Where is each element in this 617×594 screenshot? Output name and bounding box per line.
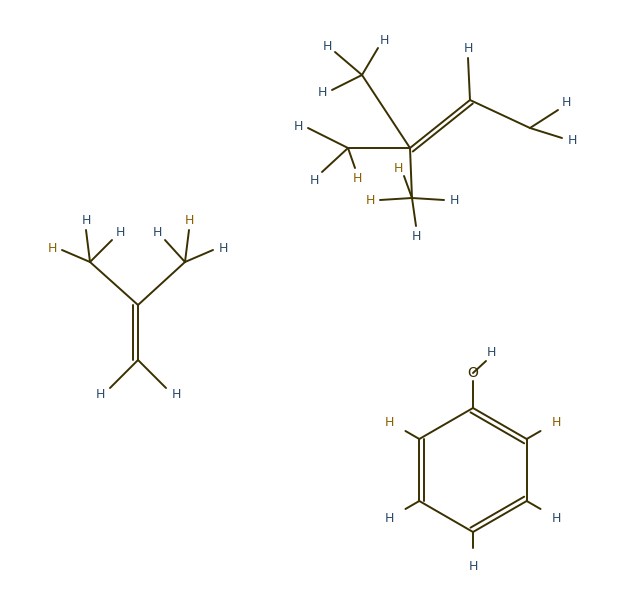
Text: H: H: [552, 511, 561, 525]
Text: H: H: [463, 42, 473, 55]
Text: H: H: [172, 387, 181, 400]
Text: H: H: [385, 415, 394, 428]
Text: H: H: [184, 213, 194, 226]
Text: H: H: [309, 173, 319, 187]
Text: H: H: [95, 387, 105, 400]
Text: H: H: [486, 346, 495, 359]
Text: H: H: [218, 242, 228, 254]
Text: H: H: [365, 194, 375, 207]
Text: H: H: [412, 229, 421, 242]
Text: H: H: [552, 415, 561, 428]
Text: H: H: [317, 86, 326, 99]
Text: H: H: [379, 33, 389, 46]
Text: H: H: [81, 213, 91, 226]
Text: H: H: [293, 119, 303, 132]
Text: H: H: [115, 226, 125, 239]
Text: H: H: [561, 96, 571, 109]
Text: H: H: [449, 194, 458, 207]
Text: H: H: [393, 162, 403, 175]
Text: H: H: [322, 39, 332, 52]
Text: H: H: [152, 226, 162, 239]
Text: H: H: [385, 511, 394, 525]
Text: H: H: [48, 242, 57, 254]
Text: O: O: [468, 366, 478, 380]
Text: H: H: [468, 560, 478, 573]
Text: H: H: [567, 134, 577, 147]
Text: H: H: [352, 172, 362, 185]
